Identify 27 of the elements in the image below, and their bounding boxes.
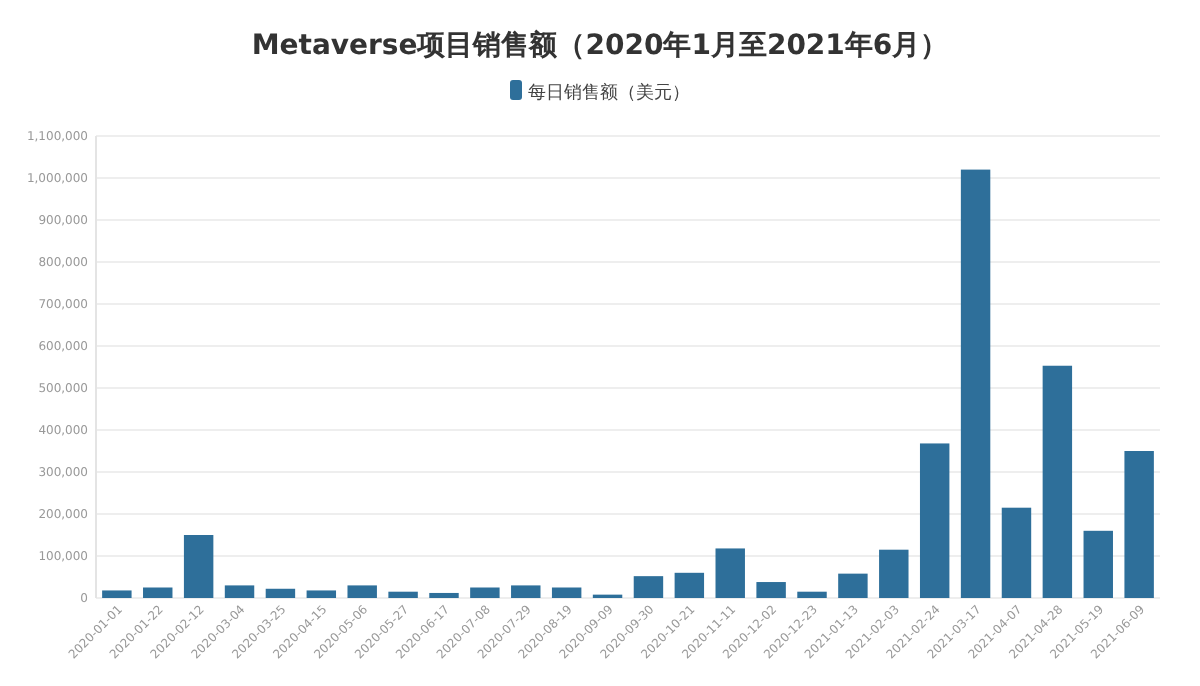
bar xyxy=(102,590,132,598)
bar xyxy=(183,535,214,598)
bar xyxy=(265,588,296,598)
bar xyxy=(1083,530,1113,598)
bar xyxy=(347,585,377,598)
bar xyxy=(1001,507,1032,598)
bar xyxy=(633,576,664,598)
bar xyxy=(797,591,827,598)
bar xyxy=(838,573,868,598)
legend-label: 每日销售额（美元） xyxy=(528,82,690,104)
bar xyxy=(511,585,541,598)
bar xyxy=(429,592,459,598)
bar xyxy=(470,587,500,598)
bar xyxy=(879,549,909,598)
bar xyxy=(224,585,255,598)
bar xyxy=(306,590,337,598)
bar xyxy=(715,548,745,598)
bar xyxy=(551,587,582,598)
bar xyxy=(143,587,173,598)
bar xyxy=(1124,451,1154,598)
bar xyxy=(919,443,950,598)
chart-title: Metaverse项目销售额（2020年1月至2021年6月） xyxy=(251,28,949,62)
bar xyxy=(674,572,705,598)
bar xyxy=(960,169,991,598)
bar xyxy=(1042,365,1073,598)
bar xyxy=(388,591,418,598)
bar xyxy=(756,582,786,598)
